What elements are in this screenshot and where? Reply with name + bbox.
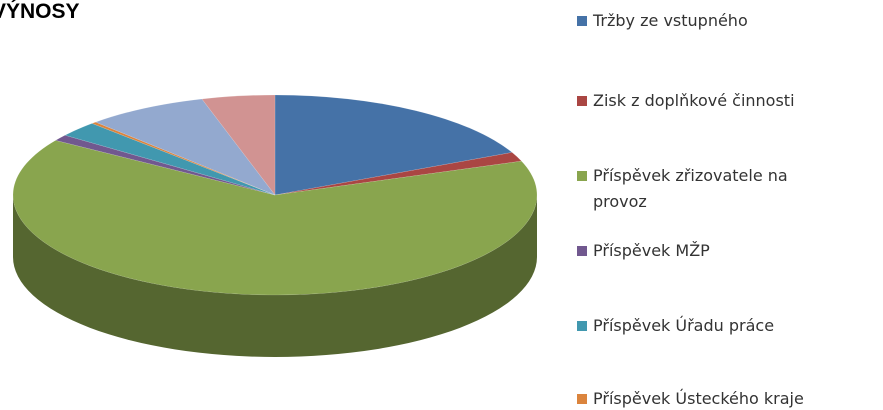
slice (274, 152, 523, 196)
legend-swatch (577, 96, 587, 106)
legend-label: Tržby ze vstupného (593, 11, 748, 30)
pie-plot (12, 94, 538, 357)
legend-swatch (577, 16, 587, 26)
legend-label: Příspěvek Úřadu práce (593, 316, 775, 335)
slice (54, 134, 276, 196)
legend-swatch (577, 394, 587, 404)
legend-item: Příspěvek MŽP (577, 238, 839, 264)
legend-label: Zisk z doplňkové činnosti (593, 91, 795, 110)
legend-swatch (577, 246, 587, 256)
legend-item: Příspěvek Úřadu práce (577, 313, 839, 339)
chart-title: VÝNOSY (0, 0, 80, 23)
legend-item: Zisk z doplňkové činnosti (577, 88, 839, 114)
slice (201, 94, 276, 196)
legend-label: Příspěvek MŽP (593, 241, 710, 260)
legend-label: Příspěvek zřizovatele na provoz (593, 166, 788, 211)
slice (94, 98, 276, 196)
slice (274, 94, 513, 196)
slice (91, 121, 276, 196)
legend-swatch (577, 171, 587, 181)
legend-label: Příspěvek Ústeckého kraje (593, 389, 804, 408)
slice-side (13, 195, 537, 357)
slice (64, 123, 276, 196)
legend-item: Příspěvek zřizovatele na provoz (577, 163, 839, 215)
slice (12, 140, 538, 296)
legend-item: Tržby ze vstupného (577, 8, 839, 34)
legend-swatch (577, 321, 587, 331)
legend-item: Příspěvek Ústeckého kraje (577, 386, 839, 410)
